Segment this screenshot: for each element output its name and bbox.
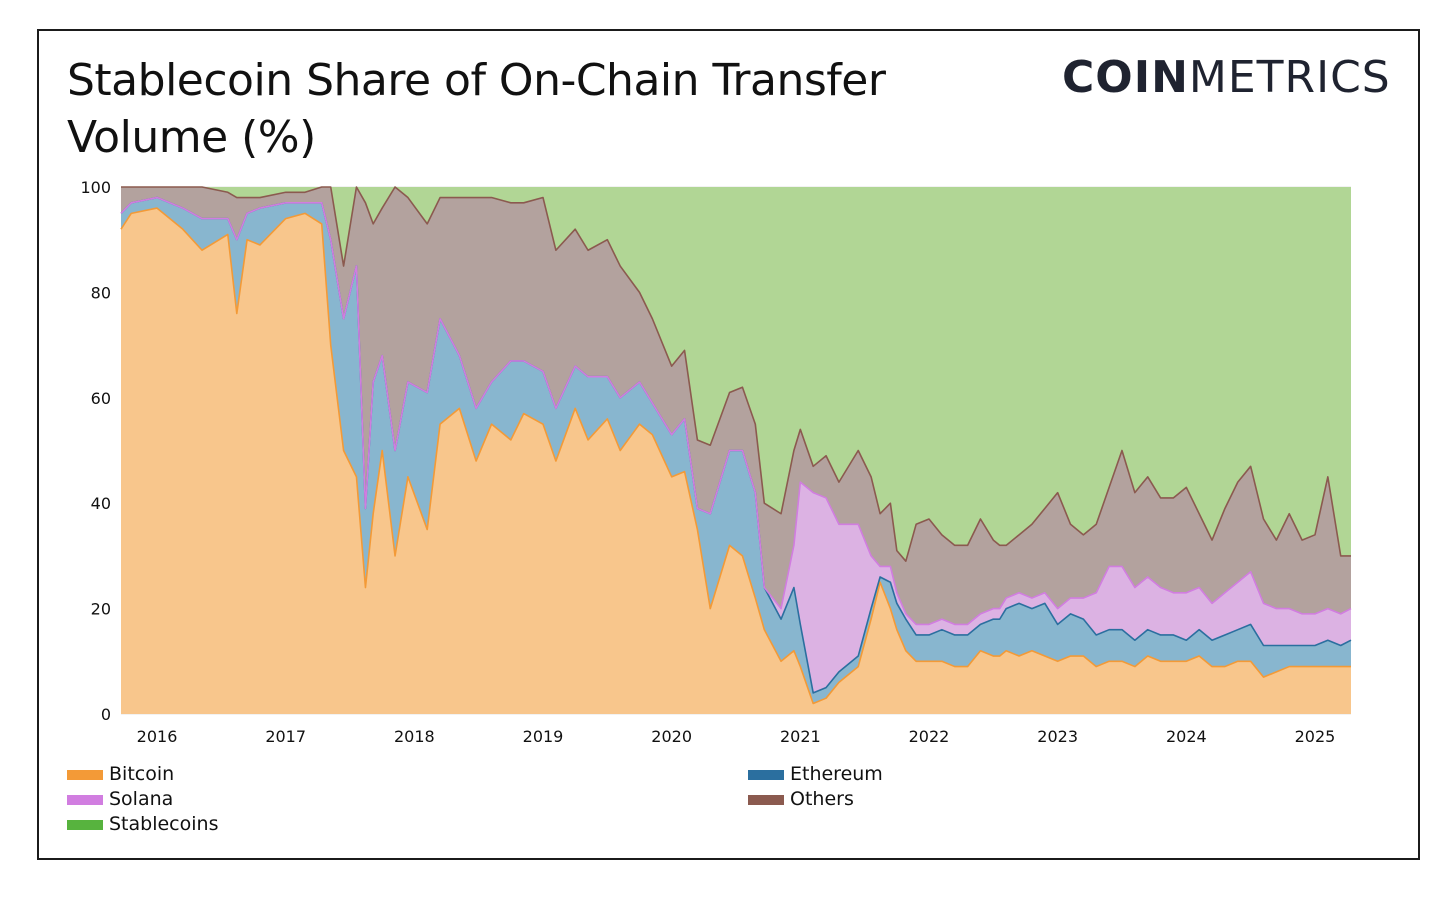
y-tick-label: 0 <box>101 705 111 724</box>
x-tick-label: 2024 <box>1166 727 1207 746</box>
legend-label: Solana <box>109 788 174 810</box>
line-bitcoin <box>120 207 1351 705</box>
x-tick-label: 2023 <box>1037 727 1078 746</box>
legend-swatch <box>67 770 103 780</box>
legend-label: Stablecoins <box>109 813 219 835</box>
x-tick-label: 2019 <box>523 727 564 746</box>
logo-bold-text: COIN <box>1062 52 1189 103</box>
y-tick-label: 40 <box>91 494 111 513</box>
x-tick-label: 2020 <box>651 727 692 746</box>
legend-swatch <box>67 820 103 830</box>
y-tick-label: 20 <box>91 600 111 619</box>
x-tick-label: 2016 <box>137 727 178 746</box>
legend-swatch <box>748 770 784 780</box>
legend-label: Bitcoin <box>109 763 175 785</box>
x-tick-label: 2017 <box>265 727 306 746</box>
x-tick-label: 2025 <box>1295 727 1336 746</box>
area-others <box>121 187 1351 625</box>
chart-title: Stablecoin Share of On-Chain Transfer Vo… <box>67 55 886 163</box>
y-tick-label: 100 <box>80 178 111 197</box>
y-tick-label: 80 <box>91 283 111 302</box>
x-tick-label: 2018 <box>394 727 435 746</box>
y-tick-label: 60 <box>91 389 111 408</box>
legend-label: Others <box>790 788 854 810</box>
legend-swatch <box>748 795 784 805</box>
coinmetrics-logo: COINMETRICS <box>1062 52 1391 103</box>
x-tick-label: 2022 <box>909 727 950 746</box>
legend-swatch <box>67 795 103 805</box>
line-others <box>121 186 1351 562</box>
area-stablecoins <box>121 187 1351 562</box>
area-bitcoin <box>121 208 1351 714</box>
line-solana <box>120 196 1352 626</box>
chart-frame <box>37 29 1420 860</box>
logo-light-text: METRICS <box>1188 52 1391 103</box>
x-tick-label: 2021 <box>780 727 821 746</box>
legend-label: Ethereum <box>790 763 883 785</box>
